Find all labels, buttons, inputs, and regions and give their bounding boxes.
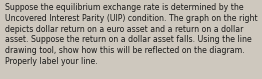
Text: Suppose the equilibrium exchange rate is determined by the
Uncovered Interest Pa: Suppose the equilibrium exchange rate is… bbox=[5, 3, 257, 66]
